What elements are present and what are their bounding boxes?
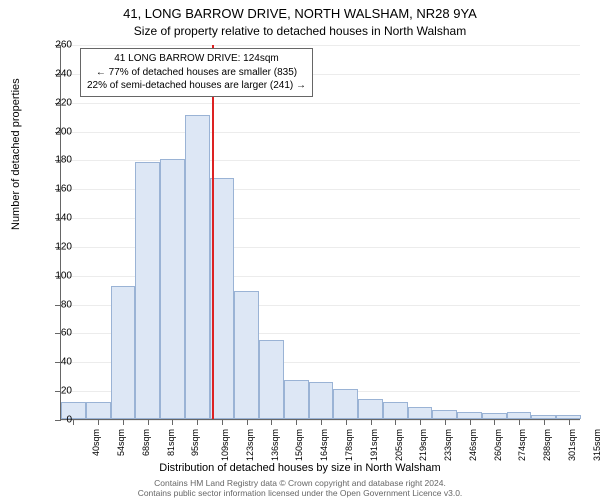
histogram-bar [86, 402, 111, 419]
x-tick-label: 191sqm [369, 429, 379, 461]
histogram-bar [160, 159, 185, 419]
x-tick-label: 68sqm [141, 429, 151, 456]
x-tick-label: 288sqm [542, 429, 552, 461]
x-tick [296, 419, 297, 425]
y-tick-label: 180 [44, 155, 72, 166]
y-tick-label: 80 [44, 299, 72, 310]
plot-area [60, 45, 580, 420]
y-tick-label: 20 [44, 386, 72, 397]
histogram-bar [383, 402, 408, 419]
x-tick [172, 419, 173, 425]
histogram-bar [259, 340, 284, 419]
x-axis-label: Distribution of detached houses by size … [0, 462, 600, 474]
x-tick-label: 246sqm [468, 429, 478, 461]
annotation-line: 22% of semi-detached houses are larger (… [87, 79, 306, 93]
histogram-bar [432, 410, 457, 419]
y-tick-label: 200 [44, 126, 72, 137]
x-tick-label: 301sqm [567, 429, 577, 461]
reference-line [212, 45, 214, 419]
x-tick-label: 260sqm [493, 429, 503, 461]
y-tick-label: 40 [44, 357, 72, 368]
x-tick [494, 419, 495, 425]
x-tick [98, 419, 99, 425]
chart-title: 41, LONG BARROW DRIVE, NORTH WALSHAM, NR… [0, 6, 600, 21]
footer-line-2: Contains public sector information licen… [0, 488, 600, 498]
x-tick-label: 219sqm [418, 429, 428, 461]
x-tick-label: 54sqm [116, 429, 126, 456]
x-tick [222, 419, 223, 425]
histogram-bar [185, 115, 210, 419]
annotation-box: 41 LONG BARROW DRIVE: 124sqm← 77% of det… [80, 48, 313, 97]
x-tick [544, 419, 545, 425]
x-tick-label: 81sqm [166, 429, 176, 456]
histogram-bar [309, 382, 334, 420]
x-tick [73, 419, 74, 425]
x-tick [346, 419, 347, 425]
y-tick-label: 140 [44, 213, 72, 224]
x-tick [271, 419, 272, 425]
histogram-bar [358, 399, 383, 419]
x-tick [445, 419, 446, 425]
x-tick-label: 40sqm [91, 429, 101, 456]
y-tick-label: 240 [44, 68, 72, 79]
histogram-bar [457, 412, 482, 419]
annotation-line: ← 77% of detached houses are smaller (83… [87, 66, 306, 80]
x-tick-label: 315sqm [592, 429, 600, 461]
x-tick-label: 150sqm [295, 429, 305, 461]
x-tick-label: 178sqm [344, 429, 354, 461]
x-tick-label: 109sqm [220, 429, 230, 461]
x-tick [519, 419, 520, 425]
x-tick-label: 136sqm [270, 429, 280, 461]
x-tick [371, 419, 372, 425]
histogram-bar [234, 291, 259, 419]
x-tick-label: 95sqm [190, 429, 200, 456]
x-tick [569, 419, 570, 425]
y-tick-label: 60 [44, 328, 72, 339]
x-tick [247, 419, 248, 425]
histogram-bar [284, 380, 309, 419]
x-tick [395, 419, 396, 425]
property-size-histogram: 41, LONG BARROW DRIVE, NORTH WALSHAM, NR… [0, 0, 600, 500]
y-tick-label: 260 [44, 40, 72, 51]
y-tick-label: 0 [44, 415, 72, 426]
histogram-bar [408, 407, 433, 419]
annotation-line: 41 LONG BARROW DRIVE: 124sqm [87, 52, 306, 66]
histogram-bar [507, 412, 532, 419]
histogram-bar [135, 162, 160, 419]
footer-attribution: Contains HM Land Registry data © Crown c… [0, 478, 600, 498]
y-tick-label: 160 [44, 184, 72, 195]
gridline [61, 45, 580, 46]
histogram-bar [111, 286, 136, 419]
gridline [61, 160, 580, 161]
y-tick-label: 100 [44, 270, 72, 281]
x-tick [123, 419, 124, 425]
x-tick-label: 205sqm [394, 429, 404, 461]
x-tick-label: 274sqm [517, 429, 527, 461]
x-tick-label: 233sqm [443, 429, 453, 461]
y-tick-label: 120 [44, 241, 72, 252]
footer-line-1: Contains HM Land Registry data © Crown c… [0, 478, 600, 488]
x-tick [420, 419, 421, 425]
x-tick [197, 419, 198, 425]
chart-subtitle: Size of property relative to detached ho… [0, 24, 600, 38]
x-tick-label: 123sqm [245, 429, 255, 461]
histogram-bar [333, 389, 358, 419]
y-tick-label: 220 [44, 97, 72, 108]
x-tick [148, 419, 149, 425]
y-axis-label: Number of detached properties [10, 78, 22, 230]
x-tick [321, 419, 322, 425]
x-tick [470, 419, 471, 425]
gridline [61, 103, 580, 104]
gridline [61, 132, 580, 133]
x-tick-label: 164sqm [319, 429, 329, 461]
